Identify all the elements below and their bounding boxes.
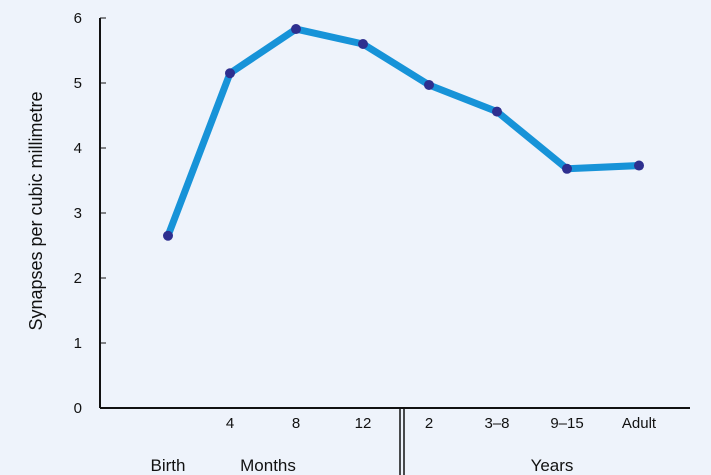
x-tick-label: 3–8 <box>484 415 509 432</box>
x-tick-label: Adult <box>622 415 657 432</box>
data-point <box>358 39 368 49</box>
x-group-labels: Birth Months Years <box>151 456 574 475</box>
data-point <box>634 160 644 171</box>
x-group-label: Birth <box>151 456 186 475</box>
x-group-label: Months <box>240 456 296 475</box>
data-point <box>225 68 235 79</box>
data-point <box>291 24 301 35</box>
x-tick-label: 12 <box>355 415 372 432</box>
y-tick-label: 5 <box>74 75 82 92</box>
x-tick-label: 2 <box>425 415 433 432</box>
series-line <box>164 25 643 240</box>
x-group-label: Years <box>531 456 574 475</box>
data-point <box>492 106 502 117</box>
y-tick-label: 6 <box>74 10 82 27</box>
y-tick-label: 1 <box>74 335 82 352</box>
data-point <box>424 79 434 90</box>
data-point <box>562 163 572 174</box>
y-tick-label: 3 <box>74 205 82 222</box>
y-tick-label: 0 <box>74 400 82 417</box>
x-tick-label: 4 <box>226 415 234 432</box>
x-tick-label: 8 <box>292 415 300 432</box>
x-axis-ticks: 4 8 12 2 3–8 9–15 Adult <box>226 415 657 432</box>
x-tick-label: 9–15 <box>550 415 583 432</box>
series-layer <box>163 24 644 241</box>
axes <box>99 18 690 475</box>
y-tick-label: 4 <box>74 140 82 157</box>
y-tick-label: 2 <box>74 270 82 287</box>
data-point <box>163 230 173 241</box>
y-axis-ticks: 0 1 2 3 4 5 6 <box>74 10 106 417</box>
y-axis-title: Synapses per cubic millimetre <box>26 91 46 330</box>
